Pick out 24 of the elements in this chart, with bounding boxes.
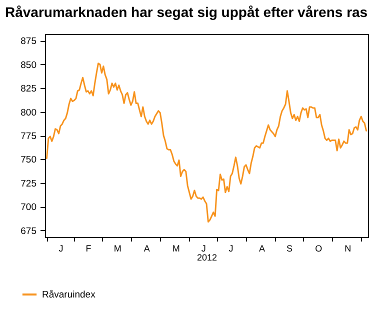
y-tick-label: 775 — [20, 131, 36, 142]
y-tick-label: 850 — [20, 60, 36, 71]
x-tick-label: J — [58, 244, 64, 254]
y-tick-label: 875 — [20, 36, 36, 48]
y-tick-label: 725 — [20, 178, 36, 190]
x-tick-label: F — [86, 244, 92, 254]
x-tick-label: S — [286, 244, 292, 254]
line-series — [46, 62, 368, 223]
y-tick-label: 700 — [20, 202, 36, 214]
x-tick-label: M — [172, 244, 180, 254]
x-axis-title: 2012 — [196, 252, 218, 262]
x-tick-label: A — [258, 244, 265, 254]
x-tick-label: N — [344, 244, 352, 254]
x-tick-label: J — [201, 244, 206, 254]
legend-label: Råvaruindex — [42, 290, 96, 300]
x-tick-label: A — [144, 244, 150, 254]
x-tick-label: M — [114, 244, 122, 254]
y-tick-label: 675 — [20, 226, 36, 237]
x-tick-label: O — [315, 244, 322, 254]
y-tick-label: 800 — [20, 107, 36, 118]
chart-title: Råvarumarknaden har segat sig uppåt efter vårens ras — [5, 4, 368, 20]
y-tick-label: 750 — [20, 154, 36, 166]
y-tick-label: 825 — [20, 84, 36, 95]
x-tick-label: J — [228, 244, 234, 254]
